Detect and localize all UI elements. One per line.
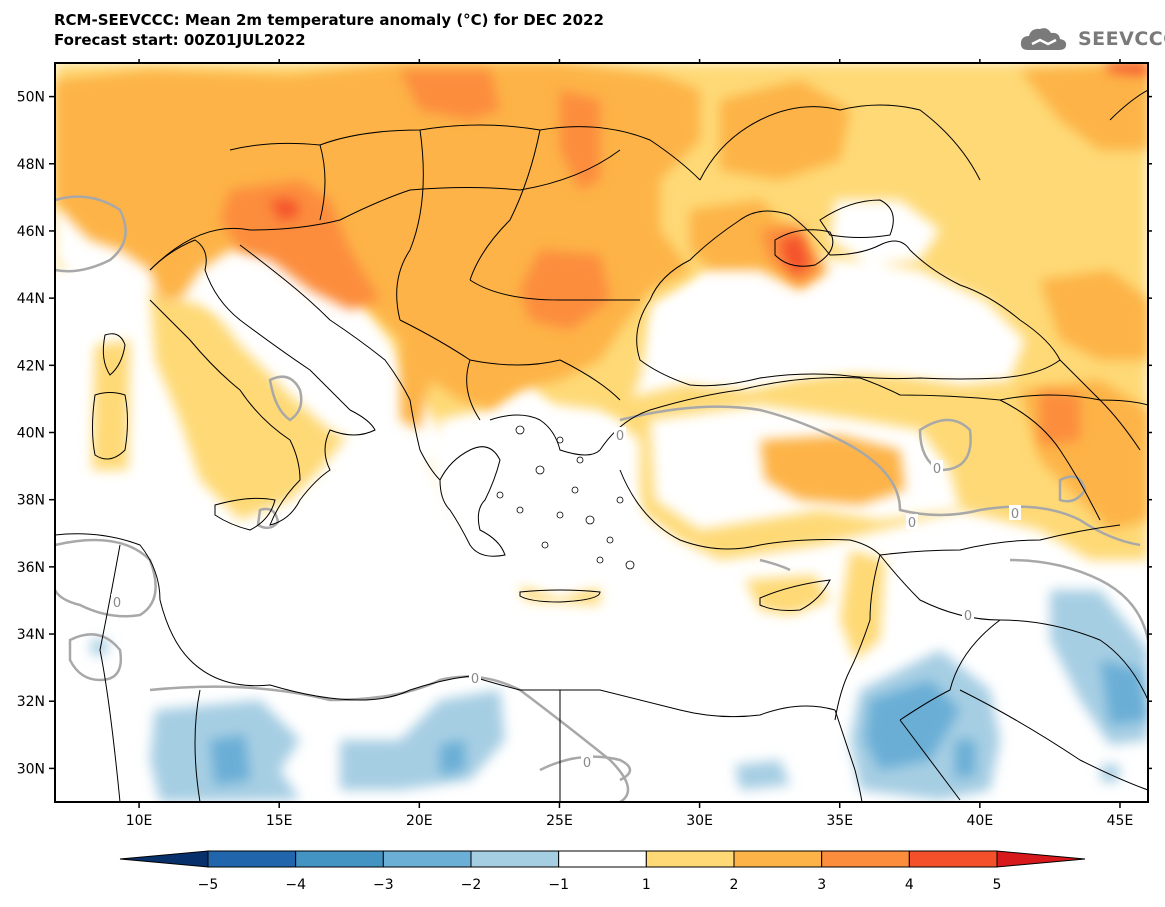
colorbar: −5 −4 −3 −2 −1 1 2 3 4 5 xyxy=(119,850,1086,893)
colorbar-label: −2 xyxy=(461,877,482,893)
title-block: RCM-SEEVCCC: Mean 2m temperature anomaly… xyxy=(54,10,604,50)
colorbar-label: 1 xyxy=(642,877,651,893)
contour-label: 0 xyxy=(113,596,121,611)
longitude-axis: 10E 15E 20E 25E 30E 35E 40E 45E xyxy=(126,59,1134,829)
lat-tick-label: 50N xyxy=(17,90,45,106)
lat-tick-label: 34N xyxy=(17,627,45,643)
contour-label-bg xyxy=(469,670,481,685)
contour-label: 0 xyxy=(471,672,479,687)
colorbar-bin xyxy=(207,850,297,868)
lon-tick-label: 40E xyxy=(967,813,994,829)
lon-tick-label: 10E xyxy=(126,813,153,829)
contour-label-bg xyxy=(111,594,123,609)
colorbar-label: −5 xyxy=(198,877,219,893)
colorbar-label: 2 xyxy=(730,877,739,893)
contour-label-bg xyxy=(931,460,943,475)
colorbar-bin xyxy=(382,850,472,868)
colorbar-bin xyxy=(470,850,560,868)
colorbar-bin xyxy=(295,850,384,868)
lon-tick-label: 30E xyxy=(686,813,713,829)
colorbar-bin xyxy=(645,850,735,868)
latitude-axis: 50N 48N 46N 44N 42N 40N 38N 36N 34N 32N 30N xyxy=(17,90,1152,777)
lon-tick-label: 20E xyxy=(406,813,433,829)
contour-label-bg xyxy=(1009,505,1021,520)
contour-label-bg xyxy=(962,607,974,622)
lat-tick-label: 30N xyxy=(17,761,45,777)
anomaly-field: 0 0 0 0 0 0 0 0 xyxy=(55,63,1148,802)
lat-tick-label: 44N xyxy=(17,291,45,307)
aegean-islands xyxy=(496,425,635,570)
lat-tick-label: 38N xyxy=(17,493,45,509)
map-title: RCM-SEEVCCC: Mean 2m temperature anomaly… xyxy=(54,11,604,29)
colorbar-label: 3 xyxy=(817,877,826,893)
colorbar-bin xyxy=(558,850,647,868)
colorbar-label: −1 xyxy=(548,877,569,893)
seevccc-logo: SEEVCCC xyxy=(1018,24,1165,54)
coastlines xyxy=(55,89,1148,802)
lat-tick-label: 36N xyxy=(17,560,45,576)
contour-label-bg xyxy=(614,427,626,442)
logo-text: SEEVCCC xyxy=(1078,28,1165,50)
cloud-icon xyxy=(1020,28,1067,50)
lat-tick-label: 32N xyxy=(17,694,45,710)
colorbar-label: 4 xyxy=(905,877,914,893)
lon-tick-label: 35E xyxy=(826,813,853,829)
forecast-start: Forecast start: 00Z01JUL2022 xyxy=(54,31,306,49)
lon-tick-label: 45E xyxy=(1107,813,1134,829)
contour-label: 0 xyxy=(583,756,591,771)
contour-label: 0 xyxy=(933,462,941,477)
lat-tick-label: 42N xyxy=(17,358,45,374)
contour-label: 0 xyxy=(1011,507,1019,522)
contour-label: 0 xyxy=(908,516,916,531)
lon-tick-label: 25E xyxy=(546,813,573,829)
colorbar-bin xyxy=(996,850,1086,868)
zero-contour xyxy=(55,195,1148,802)
colorbar-bin xyxy=(821,850,910,868)
colorbar-bin xyxy=(908,850,998,868)
contour-label: 0 xyxy=(964,609,972,624)
contour-label-bg xyxy=(581,754,593,769)
contour-label-bg xyxy=(906,514,918,529)
colorbar-bin xyxy=(119,850,209,868)
lat-tick-label: 46N xyxy=(17,224,45,240)
colorbar-label: −4 xyxy=(285,877,306,893)
lon-tick-label: 15E xyxy=(266,813,293,829)
lat-tick-label: 40N xyxy=(17,426,45,442)
colorbar-label: −3 xyxy=(373,877,394,893)
colorbar-bin xyxy=(733,850,823,868)
contour-label: 0 xyxy=(616,429,624,444)
colorbar-label: 5 xyxy=(993,877,1002,893)
lat-tick-label: 48N xyxy=(17,157,45,173)
